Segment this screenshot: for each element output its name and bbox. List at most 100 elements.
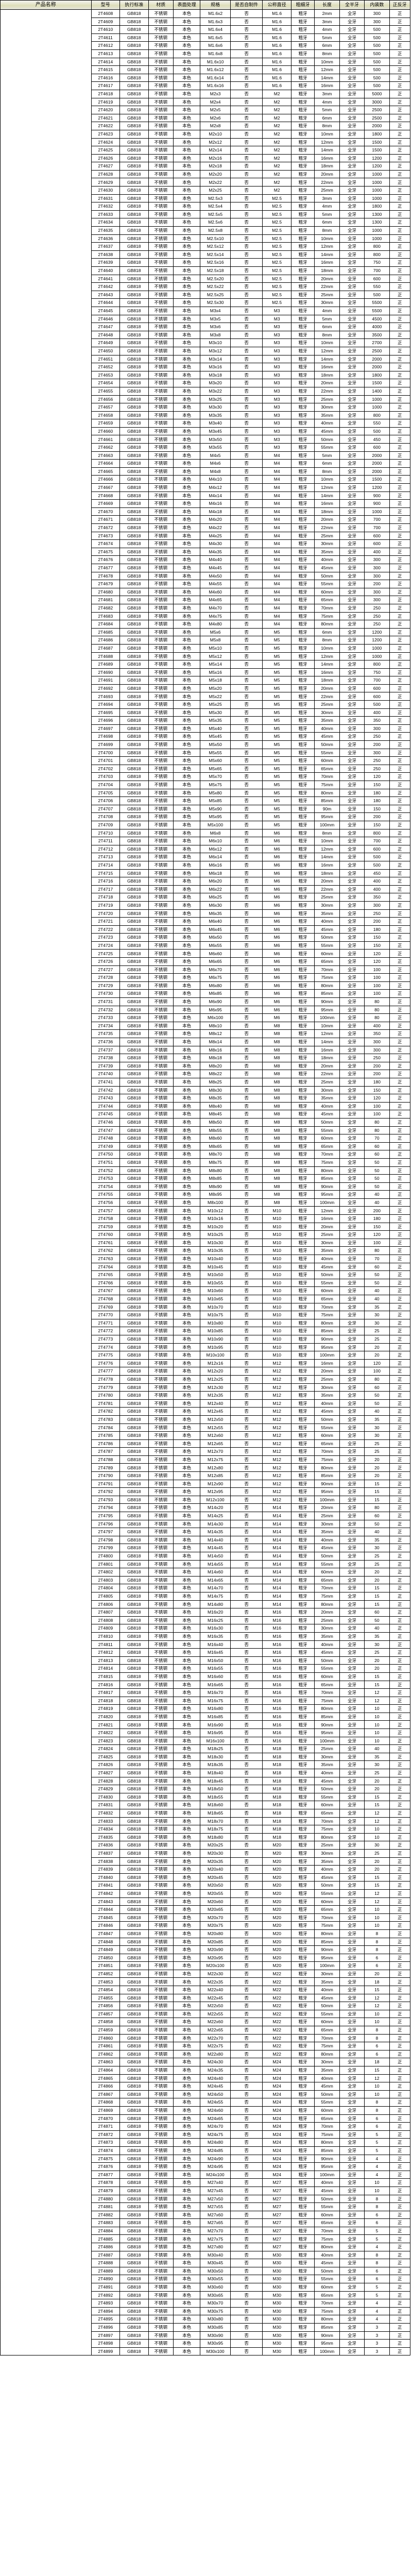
cell-thread-pitch[interactable]: 粗牙	[290, 1769, 315, 1777]
cell-thread-direction[interactable]: 正	[389, 2210, 411, 2219]
cell-pack-quantity[interactable]: 2000	[364, 354, 390, 364]
cell-standard[interactable]: GB818	[119, 1961, 149, 1970]
cell-thread-direction[interactable]: 正	[389, 435, 411, 444]
cell-model[interactable]: 2T4862	[91, 2049, 121, 2059]
cell-nominal-diameter[interactable]: M6	[262, 973, 291, 982]
cell-standard[interactable]: GB818	[119, 1174, 149, 1183]
cell-length[interactable]: 100mm	[314, 1736, 340, 1745]
cell-specification[interactable]: M16x45	[200, 1648, 231, 1657]
cell-pack-quantity[interactable]: 700	[364, 266, 390, 275]
table-row[interactable]: 2T4643 GB818 不锈钢 本色 M2.5x25 否 M2.5 粗牙 25mm 全牙 500 正	[1, 290, 411, 299]
cell-model[interactable]: 2T4672	[91, 523, 121, 532]
cell-pack-quantity[interactable]: 180	[364, 1077, 390, 1087]
table-row[interactable]: 2T4807 GB818 不锈钢 本色 M16x20 否 M16 粗牙 20mm 全牙 60 正	[1, 1608, 411, 1617]
cell-material[interactable]: 不锈钢	[148, 403, 174, 412]
cell-thread-direction[interactable]: 正	[389, 1286, 411, 1295]
cell-standard[interactable]: GB818	[119, 1198, 149, 1207]
cell-pack-quantity[interactable]: 40	[364, 1744, 390, 1753]
cell-surface-finish[interactable]: 本色	[173, 1937, 201, 1946]
cell-self-made[interactable]: 否	[230, 1817, 263, 1826]
cell-thread-pitch[interactable]: 粗牙	[290, 2226, 315, 2235]
cell-standard[interactable]: GB818	[119, 475, 149, 484]
cell-standard[interactable]: GB818	[119, 2033, 149, 2043]
cell-surface-finish[interactable]: 本色	[173, 89, 201, 98]
cell-thread-pitch[interactable]: 粗牙	[290, 612, 315, 621]
cell-thread-pitch[interactable]: 粗牙	[290, 1463, 315, 1472]
cell-pack-quantity[interactable]: 1800	[364, 202, 390, 211]
cell-thread-coverage[interactable]: 全牙	[339, 2226, 365, 2235]
cell-surface-finish[interactable]: 本色	[173, 844, 201, 854]
cell-nominal-diameter[interactable]: M16	[262, 1640, 291, 1649]
cell-material[interactable]: 不锈钢	[148, 1744, 174, 1753]
table-row[interactable]: 2T4857 GB818 不锈钢 本色 M22x55 否 M22 粗牙 55mm 全牙 10 正	[1, 2009, 411, 2019]
cell-pack-quantity[interactable]: 35	[364, 1632, 390, 1641]
cell-length[interactable]: 100mm	[314, 1961, 340, 1970]
cell-self-made[interactable]: 否	[230, 724, 263, 733]
cell-pack-quantity[interactable]: 10	[364, 1712, 390, 1721]
cell-material[interactable]: 不锈钢	[148, 781, 174, 789]
cell-self-made[interactable]: 否	[230, 1214, 263, 1223]
cell-material[interactable]: 不锈钢	[148, 9, 174, 18]
cell-self-made[interactable]: 否	[230, 2066, 263, 2075]
table-row[interactable]: 2T4856 GB818 不锈钢 本色 M22x50 否 M22 粗牙 50mm 全牙 12 正	[1, 2002, 411, 2010]
cell-standard[interactable]: GB818	[119, 1255, 149, 1263]
cell-length[interactable]: 80mm	[314, 2049, 340, 2059]
cell-nominal-diameter[interactable]: M3	[262, 435, 291, 444]
cell-surface-finish[interactable]: 本色	[173, 1238, 201, 1247]
cell-surface-finish[interactable]: 本色	[173, 194, 201, 203]
table-row[interactable]: 2T4620 GB818 不锈钢 本色 M2x5 否 M2 粗牙 5mm 全牙 2500 正	[1, 106, 411, 114]
cell-specification[interactable]: M12x100	[200, 1495, 231, 1504]
cell-self-made[interactable]: 否	[230, 1246, 263, 1256]
cell-thread-pitch[interactable]: 粗牙	[290, 162, 315, 171]
cell-model[interactable]: 2T4609	[91, 17, 121, 26]
cell-material[interactable]: 不锈钢	[148, 1897, 174, 1906]
cell-thread-coverage[interactable]: 全牙	[339, 1286, 365, 1295]
cell-self-made[interactable]: 否	[230, 2194, 263, 2204]
cell-thread-direction[interactable]: 正	[389, 2194, 411, 2204]
cell-specification[interactable]: M22x65	[200, 2026, 231, 2035]
cell-thread-coverage[interactable]: 全牙	[339, 901, 365, 910]
cell-length[interactable]: 80mm	[314, 1463, 340, 1472]
cell-standard[interactable]: GB818	[119, 186, 149, 195]
cell-model[interactable]: 2T4687	[91, 643, 121, 653]
cell-standard[interactable]: GB818	[119, 2018, 149, 2027]
cell-nominal-diameter[interactable]: M12	[262, 1415, 291, 1424]
cell-model[interactable]: 2T4645	[91, 306, 121, 315]
cell-surface-finish[interactable]: 本色	[173, 1600, 201, 1609]
cell-thread-direction[interactable]: 正	[389, 411, 411, 420]
cell-pack-quantity[interactable]: 8	[364, 2202, 390, 2211]
cell-nominal-diameter[interactable]: M14	[262, 1575, 291, 1585]
table-row[interactable]: 2T4714 GB818 不锈钢 本色 M6x16 否 M6 粗牙 16mm 全牙 500 正	[1, 860, 411, 870]
cell-material[interactable]: 不锈钢	[148, 370, 174, 380]
cell-thread-coverage[interactable]: 全牙	[339, 338, 365, 347]
cell-nominal-diameter[interactable]: M12	[262, 1367, 291, 1376]
cell-surface-finish[interactable]: 本色	[173, 1672, 201, 1681]
cell-length[interactable]: 18mm	[314, 676, 340, 685]
cell-pack-quantity[interactable]: 8	[364, 1945, 390, 1954]
cell-thread-direction[interactable]: 正	[389, 1447, 411, 1456]
cell-model[interactable]: 2T4874	[91, 2146, 121, 2155]
cell-specification[interactable]: M4x6	[200, 459, 231, 468]
cell-thread-pitch[interactable]: 粗牙	[290, 965, 315, 974]
cell-standard[interactable]: GB818	[119, 2266, 149, 2276]
cell-thread-pitch[interactable]: 粗牙	[290, 1094, 315, 1103]
cell-surface-finish[interactable]: 本色	[173, 652, 201, 661]
cell-thread-direction[interactable]: 正	[389, 1736, 411, 1745]
cell-surface-finish[interactable]: 本色	[173, 804, 201, 814]
table-row[interactable]: 2T4799 GB818 不锈钢 本色 M14x45 否 M14 粗牙 45mm 全牙 30 正	[1, 1544, 411, 1552]
cell-model[interactable]: 2T4711	[91, 837, 121, 845]
cell-standard[interactable]: GB818	[119, 1238, 149, 1247]
cell-model[interactable]: 2T4767	[91, 1286, 121, 1295]
cell-self-made[interactable]: 否	[230, 628, 263, 637]
table-row[interactable]: 2T4842 GB818 不锈钢 本色 M20x55 否 M20 粗牙 55mm 全牙 12 正	[1, 1889, 411, 1898]
cell-material[interactable]: 不锈钢	[148, 1865, 174, 1874]
cell-pack-quantity[interactable]: 10	[364, 2018, 390, 2027]
cell-standard[interactable]: GB818	[119, 1616, 149, 1625]
cell-nominal-diameter[interactable]: M16	[262, 1704, 291, 1713]
cell-model[interactable]: 2T4786	[91, 1439, 121, 1448]
cell-model[interactable]: 2T4725	[91, 949, 121, 958]
cell-thread-coverage[interactable]: 全牙	[339, 748, 365, 757]
cell-thread-coverage[interactable]: 全牙	[339, 266, 365, 275]
cell-thread-direction[interactable]: 正	[389, 1881, 411, 1890]
cell-thread-pitch[interactable]: 粗牙	[290, 652, 315, 661]
